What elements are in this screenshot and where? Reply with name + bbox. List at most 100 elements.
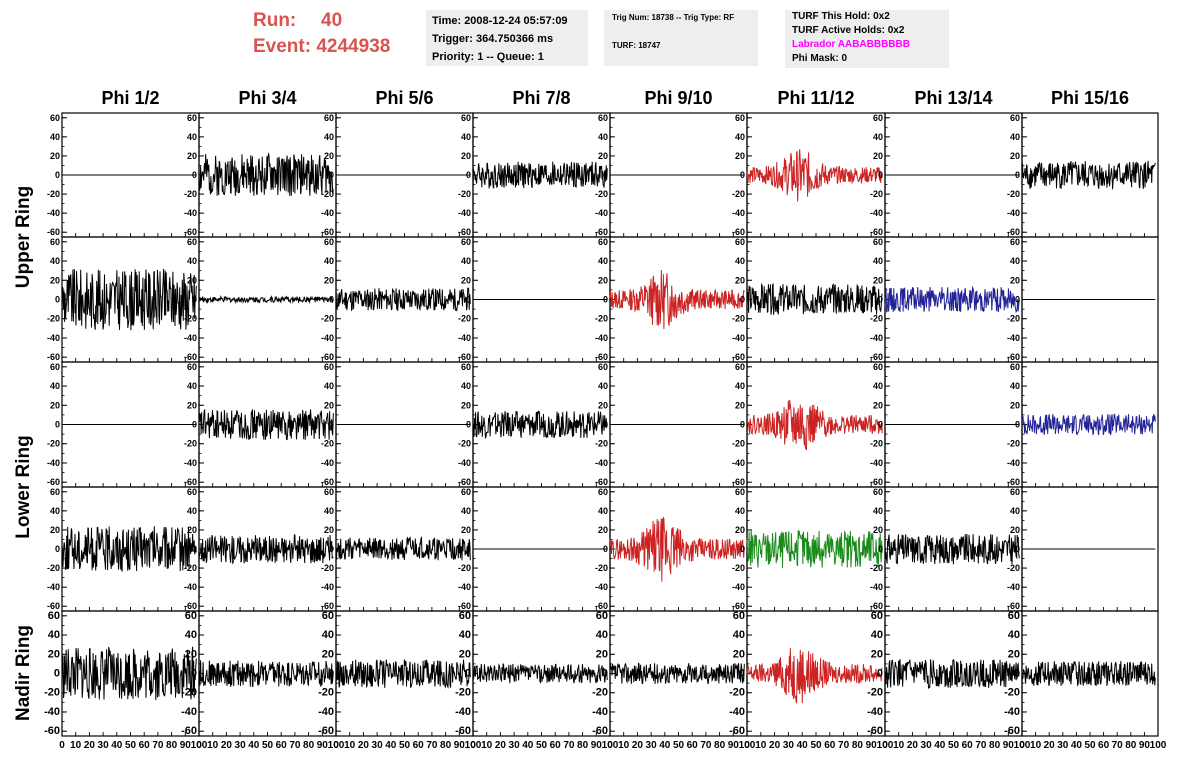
y-tick-label: 40 <box>187 381 197 391</box>
y-tick-label: 60 <box>735 362 745 372</box>
y-tick-label: -60 <box>729 725 745 737</box>
column-header: Phi 15/16 <box>1051 88 1129 108</box>
x-tick-label: 40 <box>797 740 809 751</box>
x-tick-label: 0 <box>607 740 613 751</box>
x-tick-label: 10 <box>618 740 630 751</box>
x-tick-label: 100 <box>1150 740 1167 751</box>
x-tick-label: 70 <box>289 740 301 751</box>
trig-num-text: Trig Num: 18738 -- Trig Type: RF <box>612 13 735 22</box>
y-tick-label: -40 <box>184 208 197 218</box>
waveform-trace <box>61 268 197 331</box>
y-tick-label: 0 <box>877 668 883 680</box>
waveform-trace <box>609 269 745 330</box>
y-tick-label: -40 <box>592 706 608 718</box>
y-tick-label: -40 <box>870 208 883 218</box>
y-tick-label: 40 <box>598 256 608 266</box>
y-tick-label: -40 <box>1007 582 1020 592</box>
x-tick-label: 0 <box>333 740 339 751</box>
row-label: Nadir Ring <box>13 625 34 721</box>
phi-mask-text: Phi Mask: 0 <box>792 53 848 64</box>
y-tick-label: -60 <box>595 477 608 487</box>
x-tick-label: 50 <box>1084 740 1096 751</box>
x-tick-label: 30 <box>921 740 933 751</box>
y-tick-label: -60 <box>47 477 60 487</box>
y-tick-label: -40 <box>458 458 471 468</box>
y-tick-label: 60 <box>1010 362 1020 372</box>
y-tick-label: 40 <box>461 132 471 142</box>
y-tick-label: 0 <box>1015 170 1020 180</box>
y-tick-label: 0 <box>192 170 197 180</box>
y-tick-label: 20 <box>873 151 883 161</box>
x-tick-label: 10 <box>207 740 219 751</box>
x-tick-label: 60 <box>824 740 836 751</box>
x-tick-label: 90 <box>317 740 329 751</box>
y-tick-label: -20 <box>181 687 197 699</box>
y-tick-label: 60 <box>459 610 471 622</box>
y-tick-label: 20 <box>873 275 883 285</box>
time-panel: Time: 2008-12-24 05:57:09 Trigger: 364.7… <box>426 10 588 66</box>
y-tick-label: 20 <box>1010 400 1020 410</box>
y-tick-label: 20 <box>735 151 745 161</box>
y-tick-label: 0 <box>1014 668 1020 680</box>
y-tick-label: -20 <box>1007 439 1020 449</box>
x-tick-label: 80 <box>577 740 589 751</box>
waveform-trace <box>198 408 334 441</box>
x-tick-label: 80 <box>852 740 864 751</box>
x-tick-label: 60 <box>687 740 699 751</box>
y-tick-label: 20 <box>187 275 197 285</box>
y-tick-label: -60 <box>321 227 334 237</box>
y-tick-label: -60 <box>458 352 471 362</box>
y-tick-label: -20 <box>870 189 883 199</box>
trigger-text: Trigger: 364.750366 ms <box>432 33 554 45</box>
x-tick-label: 60 <box>413 740 425 751</box>
y-tick-label: -20 <box>458 314 471 324</box>
y-tick-label: 60 <box>187 362 197 372</box>
y-tick-label: 0 <box>603 544 608 554</box>
y-tick-label: -40 <box>595 458 608 468</box>
y-tick-label: 60 <box>1010 237 1020 247</box>
y-tick-label: -60 <box>458 477 471 487</box>
waveform-trace <box>198 152 334 196</box>
x-tick-label: 80 <box>1125 740 1137 751</box>
waveform-trace <box>198 533 334 565</box>
y-tick-label: 20 <box>598 151 608 161</box>
y-tick-label: 40 <box>185 629 197 641</box>
x-tick-label: 60 <box>139 740 151 751</box>
y-tick-label: 40 <box>598 381 608 391</box>
y-tick-label: 0 <box>55 544 60 554</box>
y-tick-label: -40 <box>184 458 197 468</box>
y-tick-label: 60 <box>871 610 883 622</box>
event-value: 4244938 <box>316 36 391 57</box>
y-tick-label: -40 <box>321 582 334 592</box>
y-tick-label: -60 <box>595 352 608 362</box>
y-tick-label: -20 <box>1007 563 1020 573</box>
y-tick-label: 60 <box>873 237 883 247</box>
x-tick-label: 90 <box>591 740 603 751</box>
waveform-trace <box>609 662 745 685</box>
y-tick-label: -20 <box>595 439 608 449</box>
y-tick-label: -20 <box>732 189 745 199</box>
y-tick-label: -20 <box>458 439 471 449</box>
column-header: Phi 7/8 <box>512 88 570 108</box>
y-tick-label: 20 <box>598 275 608 285</box>
x-tick-label: 20 <box>221 740 233 751</box>
y-tick-label: 0 <box>329 420 334 430</box>
y-tick-label: 20 <box>50 400 60 410</box>
y-tick-label: 40 <box>322 629 334 641</box>
y-tick-label: 40 <box>873 506 883 516</box>
y-tick-label: 20 <box>185 648 197 660</box>
y-tick-label: 40 <box>50 381 60 391</box>
waveform-trace <box>198 294 334 305</box>
y-tick-label: -60 <box>1007 477 1020 487</box>
y-tick-label: 60 <box>50 487 60 497</box>
x-tick-label: 10 <box>1030 740 1042 751</box>
y-tick-label: -40 <box>455 706 471 718</box>
y-tick-label: 60 <box>461 487 471 497</box>
x-tick-label: 10 <box>70 740 82 751</box>
column-header: Phi 13/14 <box>914 88 992 108</box>
x-tick-label: 90 <box>1003 740 1015 751</box>
y-tick-label: -60 <box>870 477 883 487</box>
x-tick-label: 0 <box>196 740 202 751</box>
y-tick-label: 20 <box>187 400 197 410</box>
y-tick-label: -40 <box>870 458 883 468</box>
